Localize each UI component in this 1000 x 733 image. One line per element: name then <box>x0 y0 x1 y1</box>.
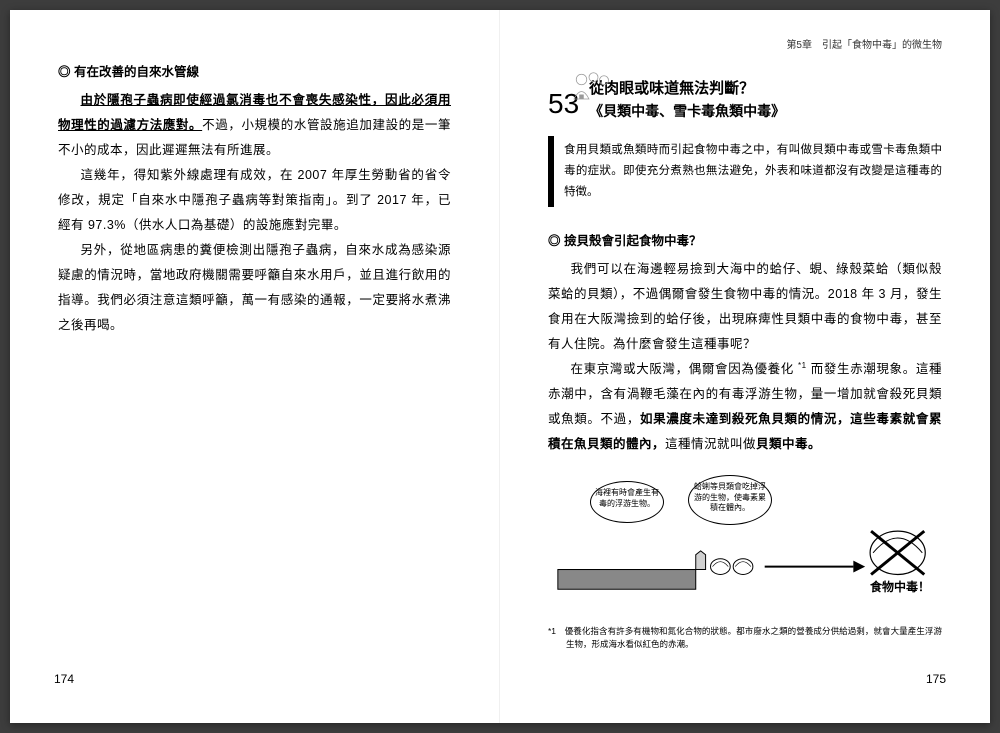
section-heading-left: ◎ 有在改善的自來水管線 <box>58 60 451 85</box>
running-header: 第5章 引起「食物中毒」的微生物 <box>786 36 942 56</box>
speech-bubble-1: 海裡有時會產生有毒的浮游生物。 <box>590 481 664 523</box>
page-left: ◎ 有在改善的自來水管線 由於隱孢子蟲病即使經過氯消毒也不會喪失感染性，因此必須… <box>10 10 500 723</box>
page-number: 175 <box>926 667 946 691</box>
footnote: *1 優養化指含有許多有機物和氮化合物的狀態。都市廢水之類的營養成分供給過剩，就… <box>548 625 942 651</box>
book-spread: ◎ 有在改善的自來水管線 由於隱孢子蟲病即使經過氯消毒也不會喪失感染性，因此必須… <box>10 10 990 723</box>
page-number: 174 <box>54 667 74 691</box>
body-text-left: 由於隱孢子蟲病即使經過氯消毒也不會喪失感染性，因此必須用物理性的過濾方法應對。不… <box>58 88 451 338</box>
illustration-label: 食物中毒！ <box>870 575 930 599</box>
chapter-title-block: 53 從肉眼或味道無法判斷？ 《貝類中毒、雪卡毒魚類中毒》 <box>548 78 942 122</box>
illustration: 海裡有時會產生有毒的浮游生物。 蛤蜊等貝類會吃掉浮游的生物，使毒素累積在體內。 … <box>548 475 942 605</box>
page-right: 第5章 引起「食物中毒」的微生物 53 從肉眼或味道無法判斷？ 《貝類中毒、雪卡… <box>500 10 990 723</box>
onigiri-illustration-icon <box>568 70 628 104</box>
speech-bubble-2: 蛤蜊等貝類會吃掉浮游的生物，使毒素累積在體內。 <box>688 475 772 525</box>
section-heading-right: ◎ 撿貝殼會引起食物中毒？ <box>548 229 942 254</box>
summary-box: 食用貝類或魚類時而引起食物中毒之中，有叫做貝類中毒或雪卡毒魚類中毒的症狀。即使充… <box>548 136 942 208</box>
body-text-right: 我們可以在海邊輕易撿到大海中的蛤仔、蜆、綠殼菜蛤（類似殼菜蛤的貝類），不過偶爾會… <box>548 257 942 457</box>
